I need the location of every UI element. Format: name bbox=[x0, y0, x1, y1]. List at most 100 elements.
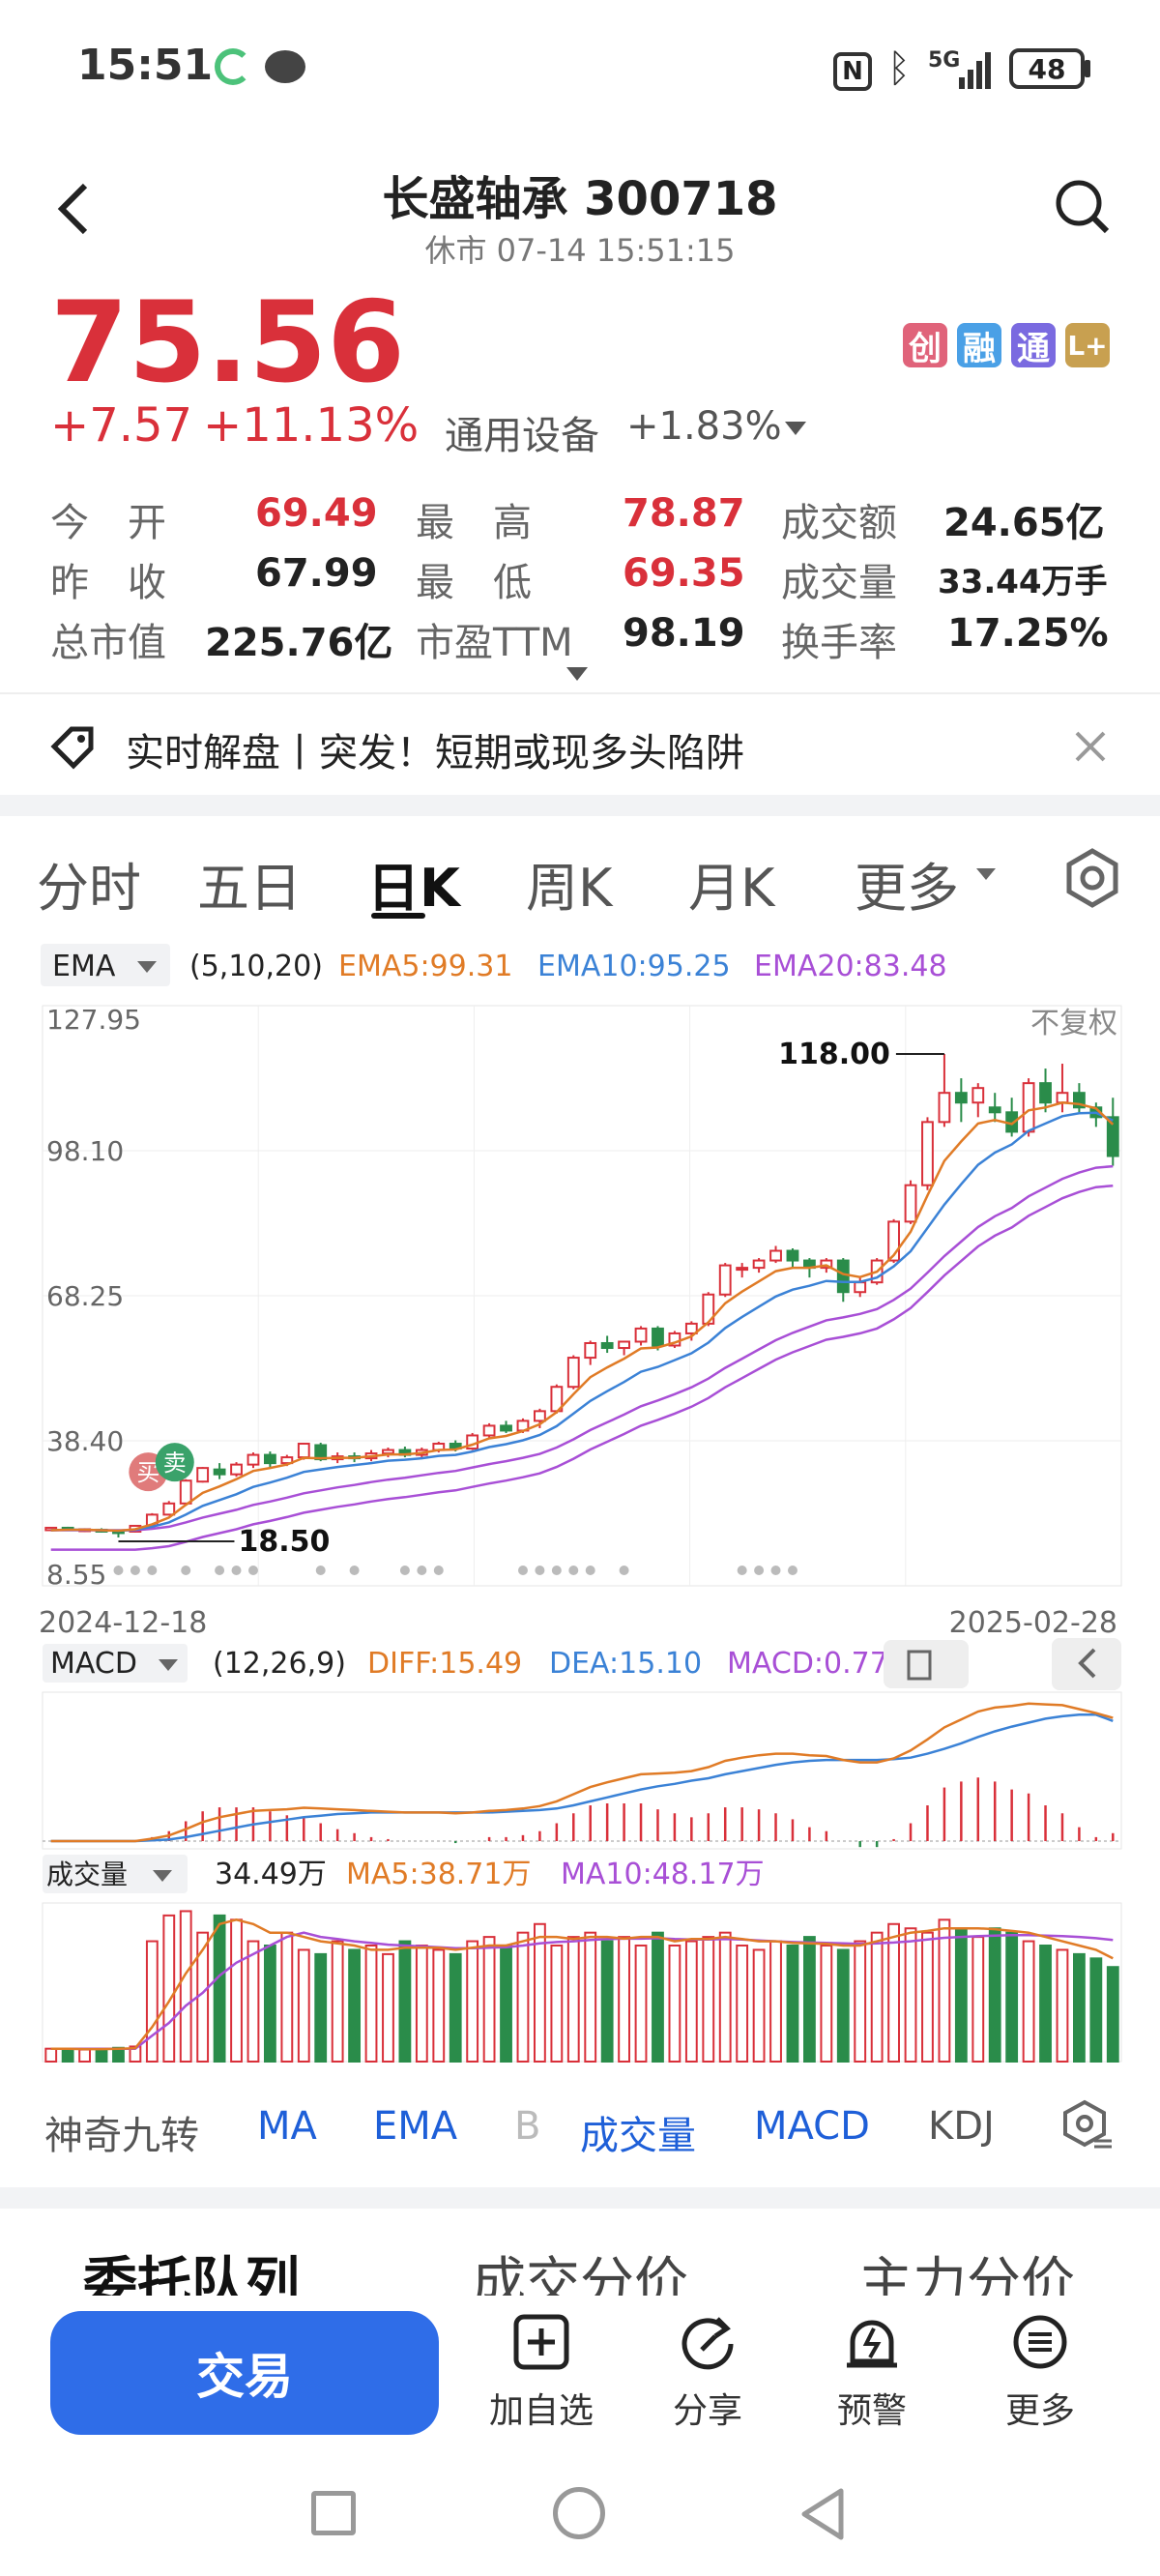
tab-monthly-k[interactable]: 月K bbox=[688, 858, 775, 919]
indicator-tab-ma[interactable]: MA bbox=[257, 2104, 317, 2149]
volume-bar bbox=[752, 1948, 766, 2064]
event-dot bbox=[315, 1566, 326, 1575]
back-button[interactable] bbox=[54, 180, 93, 238]
event-dot bbox=[130, 1566, 140, 1575]
candle-body bbox=[1073, 1092, 1086, 1109]
volume-selector-label: 成交量 bbox=[46, 1859, 128, 1890]
tab-more[interactable]: 更多 bbox=[855, 858, 959, 919]
volume-bar bbox=[78, 2048, 91, 2063]
volume-bar bbox=[870, 1931, 884, 2064]
candle-body bbox=[500, 1424, 512, 1432]
volume-bar bbox=[95, 2047, 108, 2063]
candle-body bbox=[954, 1092, 968, 1104]
macd-diff-value: DIFF:15.49 bbox=[367, 1647, 522, 1681]
nfc-icon: N bbox=[833, 52, 872, 91]
badge-tong: 通 bbox=[1011, 323, 1056, 368]
volume-bar bbox=[769, 1940, 782, 2063]
volume-bar bbox=[803, 1936, 816, 2063]
add-watchlist-button[interactable]: 加自选 bbox=[474, 2313, 609, 2439]
indicator-tab-boll[interactable]: B bbox=[514, 2104, 541, 2149]
candle-body bbox=[921, 1121, 934, 1186]
macd-dea-value: DEA:15.10 bbox=[549, 1647, 702, 1681]
amount-value: 24.65亿 bbox=[943, 501, 1105, 545]
sector-dropdown-icon[interactable] bbox=[785, 422, 806, 435]
close-icon[interactable] bbox=[1073, 729, 1108, 764]
ema5-value: EMA5:99.31 bbox=[338, 950, 513, 983]
event-dot bbox=[247, 1566, 258, 1575]
event-dot bbox=[770, 1566, 781, 1575]
volume-bar bbox=[904, 1927, 917, 2063]
sector-name[interactable]: 通用设备 bbox=[445, 414, 599, 458]
network-label: 5G bbox=[928, 48, 961, 73]
volume-bar bbox=[652, 1931, 664, 2064]
more-button[interactable]: 更多 bbox=[972, 2313, 1108, 2439]
section-gap-2 bbox=[0, 2187, 1160, 2209]
macd-params: (12,26,9) bbox=[213, 1647, 346, 1681]
alert-button[interactable]: 预警 bbox=[804, 2313, 940, 2439]
high-value: 78.87 bbox=[623, 491, 745, 536]
tab-daily-k[interactable]: 日K bbox=[367, 858, 460, 919]
macd-panel-frame bbox=[42, 1691, 1122, 1850]
volume-bar bbox=[466, 1940, 479, 2063]
wechat-icon bbox=[265, 50, 305, 83]
tab-intraday[interactable]: 分时 bbox=[37, 858, 141, 919]
candle-body bbox=[752, 1259, 766, 1270]
expand-stats-icon[interactable] bbox=[566, 667, 588, 681]
price-change-pct: +11.13% bbox=[203, 398, 420, 453]
settings-icon[interactable] bbox=[1061, 847, 1123, 909]
volume-bar bbox=[1089, 1957, 1103, 2063]
status-bar: 15:51 N ᛒ 5G 48 bbox=[0, 0, 1160, 135]
candle-body bbox=[634, 1327, 648, 1343]
news-banner[interactable]: 实时解盘丨突发！短期或现多头陷阱 bbox=[0, 694, 1160, 795]
indicator-tab-macd[interactable]: MACD bbox=[754, 2104, 870, 2149]
tab-five-day[interactable]: 五日 bbox=[197, 858, 302, 919]
ema20-line bbox=[50, 1164, 1114, 1532]
alert-label: 预警 bbox=[836, 2391, 907, 2431]
macd-selector-bg bbox=[43, 1644, 188, 1683]
dea-line bbox=[50, 1713, 1114, 1843]
volume-bar bbox=[61, 2047, 74, 2063]
kline-chart[interactable]: 127.9598.1068.2538.408.55不复权118.0018.50买… bbox=[0, 986, 1160, 2069]
volume-bar bbox=[1056, 1948, 1069, 2064]
sector-change[interactable]: +1.83% bbox=[626, 404, 782, 449]
volume-chevron-down-icon bbox=[153, 1870, 172, 1882]
alarm-icon bbox=[847, 2320, 897, 2368]
event-dot bbox=[787, 1566, 798, 1575]
indicator-tab-volume[interactable]: 成交量 bbox=[580, 2114, 696, 2158]
ema-selector[interactable]: EMA bbox=[41, 944, 170, 986]
date-start-label: 2024-12-18 bbox=[39, 1606, 207, 1640]
more-dropdown-icon[interactable] bbox=[976, 868, 996, 880]
indicator-tab-kdj[interactable]: KDJ bbox=[928, 2104, 995, 2149]
volume-bar bbox=[921, 1931, 934, 2064]
back-nav-icon[interactable] bbox=[798, 2487, 847, 2541]
turnover-value: 17.25% bbox=[947, 611, 1109, 656]
home-icon[interactable] bbox=[553, 2487, 605, 2539]
search-button[interactable] bbox=[1054, 178, 1112, 236]
battery-tip bbox=[1085, 60, 1090, 77]
volume-bar bbox=[718, 1931, 732, 2064]
event-dot bbox=[433, 1566, 444, 1575]
share-label: 分享 bbox=[672, 2391, 742, 2431]
candle-body bbox=[264, 1453, 276, 1465]
recent-apps-icon[interactable] bbox=[311, 2491, 356, 2535]
collapse-button bbox=[1052, 1638, 1121, 1690]
add-watchlist-label: 加自选 bbox=[488, 2391, 594, 2431]
indicator-tab-td9[interactable]: 神奇九转 bbox=[44, 2114, 199, 2158]
y-axis-label: 8.55 bbox=[46, 1559, 106, 1591]
trade-button[interactable]: 交易 bbox=[50, 2311, 439, 2435]
volume-bar bbox=[500, 1945, 512, 2063]
volume-ma5-line bbox=[50, 1918, 1114, 2051]
search-icon bbox=[1056, 180, 1110, 234]
event-dot bbox=[737, 1566, 747, 1575]
tab-weekly-k[interactable]: 周K bbox=[526, 858, 613, 919]
candle-body bbox=[904, 1184, 917, 1223]
volume-bar bbox=[162, 1914, 176, 2064]
volume-bar bbox=[382, 1952, 394, 2064]
date-end-label: 2025-02-28 bbox=[949, 1606, 1117, 1640]
indicator-settings-icon[interactable] bbox=[1059, 2098, 1114, 2152]
macd-value: MACD:0.77 bbox=[727, 1647, 888, 1681]
share-button[interactable]: 分享 bbox=[640, 2313, 775, 2439]
indicator-tab-ema[interactable]: EMA bbox=[373, 2104, 458, 2149]
volume-bar bbox=[44, 2047, 58, 2063]
adjust-mode-label: 不复权 bbox=[1030, 1007, 1117, 1040]
